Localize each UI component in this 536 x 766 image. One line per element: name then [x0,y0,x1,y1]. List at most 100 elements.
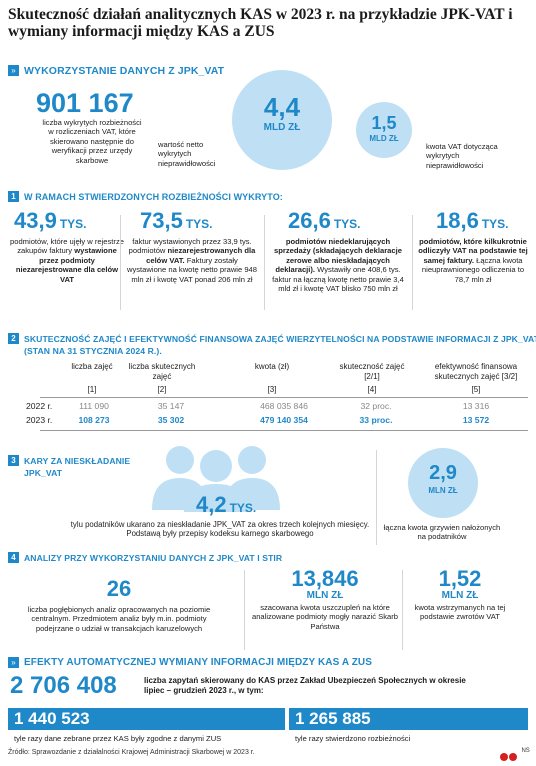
stat-item-43-unit: TYS. [59,217,87,231]
stat-zapytania-value: 2 706 408 [10,672,117,699]
section-badge-2: 2 [8,333,19,344]
circle-kwota-vat [356,102,412,158]
stat-analizy-value: 26 [106,576,132,601]
circle-kwota-vat-value: 1,5 [371,113,397,133]
col-header-rule [40,397,528,398]
divider [402,570,403,650]
footer-source: Źródło: Sprawozdanie z działalności Kraj… [8,749,255,756]
stat-zwroty-desc: kwota wstrzymanych na tej podstawie zwro… [414,603,506,622]
stat-kary-value: 4,2 [196,492,227,517]
stat-item-26-desc-bold: podmiotów niedeklarujących sprzedaży (sk… [274,237,402,275]
cell: 35 302 [157,415,185,425]
cell: 33 proc. [359,415,393,425]
divider [376,450,377,545]
stat-item-73-unit: TYS. [185,217,213,231]
col-index-3: [3] [267,385,277,394]
stat-item-43-desc: podmiotów, które ujęły w rejestrze zakup… [10,237,124,256]
bar-rozbieznosci-value: 1 265 885 [295,709,371,728]
row-year: 2023 r. [26,415,53,425]
stat-item-18-desc-bold: podmiotów, które kilkukrotnie odliczyły … [418,237,528,265]
circle-grzywny-unit: MLN ZŁ [428,486,458,495]
circle-wartosc-netto [232,70,332,170]
stat-item-43-value: 43,9 [14,208,57,233]
page-title: Skuteczność działań analitycznych KAS w … [8,6,513,40]
circle-grzywny-desc: łączna kwota grzywien nałożonych na poda… [383,523,501,542]
stat-item-73-desc2: Faktury zostały wystawione na kwotę nett… [126,255,257,284]
stat-value-rozbieznosci: 901 167 [36,88,134,118]
table-row: 2023 r. 108 273 35 302 479 140 354 33 pr… [8,415,528,428]
cell: 111 090 [79,401,109,411]
bar-rozbieznosci [289,708,528,730]
stat-item-18-desc2: Łączna kwota nieuprawnionego odliczenia … [421,255,525,284]
section-badge-1: 1 [8,191,19,202]
circle-kwota-vat-desc: kwota VAT dotycząca wykrytych nieprawidł… [426,142,498,170]
section-heading-jpk: WYKORZYSTANIE DANYCH Z JPK_VAT [24,65,225,77]
divider [412,215,413,310]
section-heading-2: Skuteczność zajęć i efektywność finansow… [24,334,536,344]
stat-zwroty-unit: MLN ZŁ [441,590,479,601]
col-index-2: [2] [157,385,167,394]
stat-item-73-desc-bold: niezarejestrowanych dla celów VAT. [146,246,256,265]
stat-item-26-desc2: Wystawiły one 408,6 tys. faktur na łączn… [272,265,404,294]
section-badge-3: 3 [8,455,19,466]
divider [120,215,121,310]
circle-wartosc-netto-desc: wartość netto wykrytych nieprawidłowości [158,140,216,168]
stat-kary-desc: tylu podatników ukarano za nieskładanie … [70,520,370,539]
stat-kary: 4,2 TYS. [196,492,256,518]
stat-item-73-value: 73,5 [140,208,183,233]
section-heading-5: EFEKTY AUTOMATYCZNEJ WYMIANY INFORMACJI … [24,657,373,668]
stat-item-43: 43,9 TYS. podmiotów, które ujęły w rejest… [8,208,126,284]
stat-item-18-unit: TYS. [481,217,509,231]
col-header-5: efektywność finansowa skutecznych zajęć … [434,362,518,381]
stat-item-43-desc-bold: wystawione przez podmioty niezarejestrow… [15,246,119,284]
table-rule-bottom [40,430,528,431]
circle-wartosc-netto-unit: MLD ZŁ [263,122,301,133]
cell: 468 035 846 [260,401,308,411]
stat-zapytania-desc: liczba zapytań skierowany do KAS przez Z… [144,676,466,695]
table-header: liczba zajęć liczba skutecznych zajęć kw… [70,362,528,396]
stat-analizy: 26 liczba pogłębionych analiz opracowany… [24,576,214,633]
col-header-4: skuteczność zajęć [2/1] [339,362,405,381]
section-badge-4: 4 [8,552,19,563]
stat-kary-unit: TYS. [229,501,257,515]
bar-rozbieznosci-desc: tyle razy stwierdzono rozbieżności [295,734,411,743]
table-row: 2022 r. 111 090 35 147 468 035 846 32 pr… [8,401,528,414]
stat-item-73: 73,5 TYS. faktur wystawionych przez 33,9 … [126,208,258,284]
stat-analizy-desc: liczba pogłębionych analiz opracowanych … [27,605,211,633]
cell: 13 316 [462,401,490,411]
stat-desc-rozbieznosci: liczba wykrytych rozbieżności w rozlicze… [42,118,142,165]
stat-item-26-value: 26,6 [288,208,331,233]
cell: 479 140 354 [260,415,308,425]
section-subheading-2: (stan na 31 stycznia 2024 r.). [24,346,162,356]
divider [244,570,245,650]
cell: 35 147 [157,401,185,411]
stat-item-73-desc: faktur wystawionych przez 33,9 tys. podm… [128,237,252,256]
logo-text: NS [521,748,530,754]
col-header-1: liczba zajęć [71,362,113,371]
section-heading-3: Kary za nieskładanie JPK_VAT [24,456,131,478]
section-heading-1: W ramach stwierdzonych rozbieżności wykr… [24,192,283,202]
section-heading-4: Analizy przy wykorzystaniu danych z JPK_… [24,553,283,563]
circle-kwota-vat-unit: MLD ZŁ [369,134,399,143]
publisher-logo: NS [500,748,530,761]
stat-uszczuplenia-unit: MLN ZŁ [306,590,344,601]
stat-item-26-unit: TYS. [333,217,361,231]
people-icon [152,446,280,512]
cell: 13 572 [462,415,490,425]
circle-grzywny [408,448,478,518]
col-header-3: kwota (zł) [254,362,290,371]
col-index-5: [5] [471,385,481,394]
bar-zgodne-desc: tyle razy dane zebrane przez KAS były zg… [14,734,222,743]
divider [264,215,265,310]
row-year: 2022 r. [26,401,53,411]
stat-item-18: 18,6 TYS. podmiotów, które kilkukrotnie o… [418,208,528,284]
circle-wartosc-netto-value: 4,4 [263,92,301,122]
stat-uszczuplenia: 13,846 MLN ZŁ szacowana kwota uszczupleń… [250,566,400,631]
stat-item-18-value: 18,6 [436,208,479,233]
cell: 108 273 [78,415,110,425]
stat-uszczuplenia-value: 13,846 [291,566,359,591]
bar-track [8,706,528,732]
stat-zwroty: 1,52 MLN ZŁ kwota wstrzymanych na tej po… [410,566,510,622]
col-index-4: [4] [367,385,377,394]
bar-zgodne-value: 1 440 523 [14,709,90,728]
